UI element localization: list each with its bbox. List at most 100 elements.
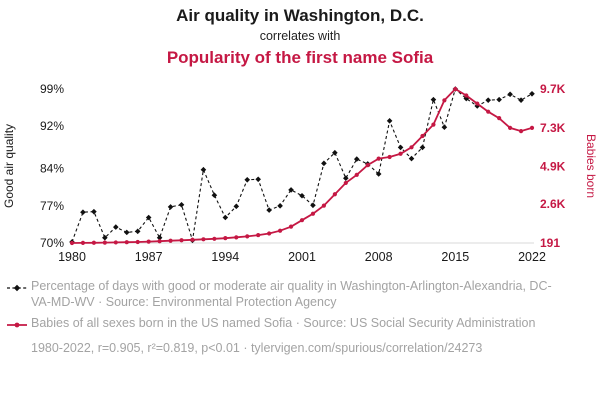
correlates-with-label: correlates with	[259, 29, 341, 43]
diamond-marker	[321, 160, 327, 167]
circle-marker	[256, 232, 261, 238]
circle-marker	[80, 240, 86, 245]
diamond-marker	[102, 234, 108, 241]
diamond-marker	[419, 144, 426, 151]
left-axis-tick: 70%	[40, 236, 64, 250]
circle-marker	[475, 101, 480, 106]
diamond-marker	[397, 144, 404, 151]
circle-marker	[310, 211, 316, 216]
diamond-marker	[353, 156, 360, 162]
diamond-marker	[463, 95, 470, 102]
diamond-marker	[211, 192, 218, 199]
circle-marker	[354, 172, 359, 177]
circle-marker	[102, 240, 107, 245]
circle-marker	[486, 109, 491, 114]
diamond-marker	[200, 166, 207, 173]
chart-header: Air quality in Washington, D.C. correlat…	[0, 0, 600, 69]
circle-marker	[497, 116, 502, 121]
circle-marker	[464, 93, 469, 98]
circle-marker	[201, 237, 206, 242]
circle-marker	[507, 125, 513, 130]
circle-marker	[212, 236, 217, 241]
x-axis-tick: 2022	[518, 250, 546, 264]
circle-marker	[321, 203, 327, 208]
circle-marker	[387, 154, 392, 160]
diamond-marker	[266, 207, 272, 213]
circle-marker	[343, 180, 348, 186]
diamond-marker	[255, 176, 261, 183]
circle-marker	[91, 240, 97, 245]
circle-marker	[420, 133, 425, 139]
diamond-marker	[222, 214, 229, 221]
diamond-marker	[167, 204, 174, 210]
circle-marker	[288, 224, 294, 229]
circle-marker	[135, 239, 140, 245]
right-axis-tick: 7.3K	[540, 121, 566, 135]
right-axis-tick: 9.7K	[540, 82, 566, 96]
left-axis-tick: 99%	[40, 82, 64, 96]
diamond-marker	[178, 201, 185, 208]
diamond-marker	[233, 203, 240, 210]
diamond-marker	[277, 203, 283, 209]
left-axis-tick: 92%	[40, 119, 64, 133]
circle-marker	[453, 86, 458, 92]
x-axis-tick: 2001	[288, 250, 316, 264]
legend-item-air-quality: Percentage of days with good or moderate…	[7, 279, 600, 310]
circle-marker	[113, 240, 118, 245]
right-axis-label: Babies born	[584, 134, 598, 198]
circle-marker	[124, 240, 129, 245]
circle-marker	[179, 238, 184, 243]
diamond-marker	[441, 124, 448, 131]
left-axis-tick: 77%	[40, 199, 64, 213]
diamond-marker	[244, 177, 251, 183]
diamond-marker	[496, 96, 502, 103]
diamond-marker	[343, 175, 349, 182]
diamond-marker	[507, 91, 513, 98]
circle-marker	[376, 156, 381, 161]
circle-marker	[529, 125, 535, 130]
x-axis-tick: 1994	[211, 250, 239, 264]
sofia-series-marker-icon	[7, 322, 27, 328]
x-axis-tick: 1987	[135, 250, 163, 264]
diamond-marker	[529, 90, 535, 97]
diamond-marker	[134, 228, 141, 235]
diamond-marker	[123, 229, 130, 236]
right-axis-tick: 4.9K	[540, 160, 566, 174]
legend-item-sofia: Babies of all sexes born in the US named…	[7, 316, 600, 332]
diamond-marker	[310, 202, 316, 209]
diamond-marker	[288, 187, 294, 193]
circle-marker	[277, 228, 283, 233]
circle-marker	[267, 231, 272, 236]
circle-marker	[146, 239, 151, 244]
diamond-marker	[80, 209, 86, 215]
air-quality-series-marker-icon	[7, 284, 27, 292]
legend-text-air-quality: Percentage of days with good or moderate…	[31, 279, 552, 309]
chart-title: Air quality in Washington, D.C.	[176, 6, 424, 25]
footer-stats: 1980-2022, r=0.905, r²=0.819, p<0.01 · t…	[31, 340, 483, 355]
circle-marker	[409, 145, 414, 150]
diamond-marker	[145, 214, 152, 221]
diamond-marker	[518, 97, 524, 103]
circle-marker	[190, 237, 195, 242]
diamond-marker	[91, 208, 97, 215]
circle-marker	[365, 163, 370, 168]
dual-axis-line-chart: 99% 92% 84% 77% 70% 9.7K 7.3K 4.9K 2.6K 191 1980 19…	[2, 82, 598, 264]
diamond-marker	[113, 224, 119, 230]
diamond-marker	[375, 171, 382, 177]
diamond-marker	[485, 97, 491, 103]
chart-title-secondary: Popularity of the first name Sofia	[166, 48, 434, 67]
circle-marker	[157, 239, 162, 244]
chart-legend: Percentage of days with good or moderate…	[0, 279, 600, 332]
diamond-marker	[156, 234, 163, 241]
circle-marker	[299, 218, 305, 223]
circle-marker	[398, 151, 403, 156]
circle-marker	[245, 234, 250, 239]
circle-marker	[69, 240, 75, 246]
circle-marker	[431, 122, 436, 127]
circle-marker	[518, 129, 524, 134]
legend-text-sofia: Babies of all sexes born in the US named…	[31, 316, 536, 331]
x-axis-tick: 2008	[365, 250, 393, 264]
circle-marker	[332, 192, 337, 197]
right-axis-tick: 2.6K	[540, 197, 566, 211]
